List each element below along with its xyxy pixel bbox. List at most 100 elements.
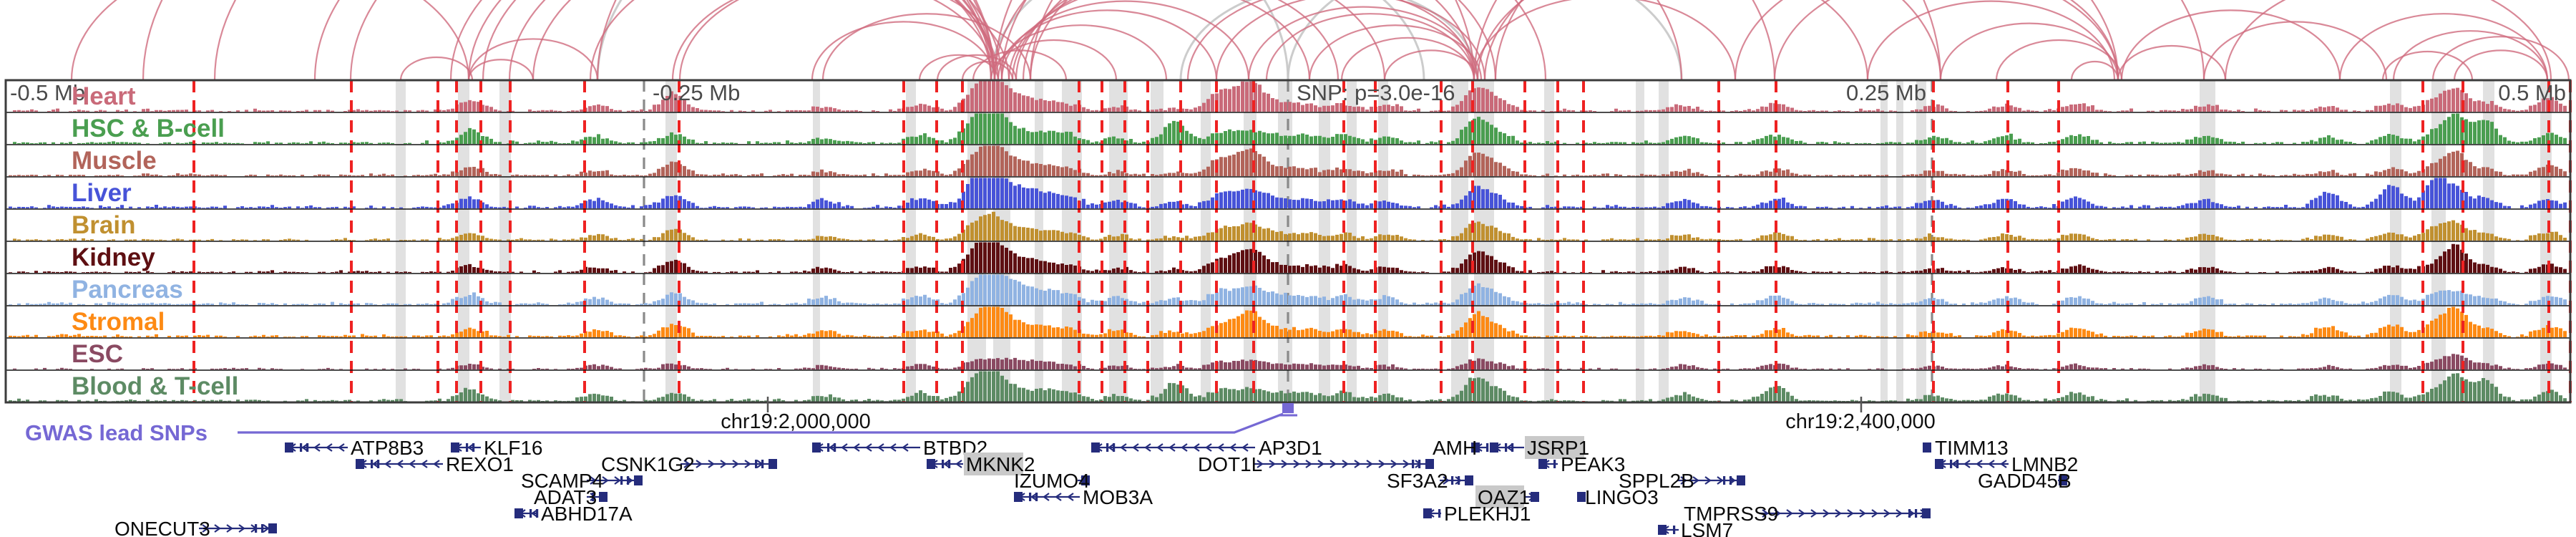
- strand-arrow-icon: [829, 443, 836, 452]
- exon-block: [1935, 459, 1943, 469]
- strand-arrow-icon: [720, 460, 727, 468]
- gene-mknk2: MKNK2: [927, 453, 1035, 475]
- exon-block: [1014, 492, 1023, 502]
- interaction-arc: [1265, 13, 1475, 81]
- strand-arrow-icon: [1883, 509, 1890, 518]
- gene-plekhj1: PLEKHJ1: [1423, 503, 1531, 525]
- strand-arrow-icon: [889, 443, 897, 452]
- track-label-blood-t-cell: Blood & T-cell: [72, 372, 238, 400]
- gene-label: MKNK2: [966, 453, 1035, 475]
- strand-arrow-icon: [1293, 460, 1300, 468]
- interaction-arcs-layer: [70, 0, 2570, 81]
- gene-amh: AMH: [1433, 437, 1489, 459]
- gene-label: SCAMP4: [521, 470, 603, 492]
- exon-tick: [1486, 443, 1489, 452]
- coordinate-labels: chr19:2,000,000 chr19:2,400,000: [721, 397, 1936, 433]
- gene-label: IZUMO4: [1014, 470, 1090, 492]
- interaction-arc: [2381, 50, 2474, 81]
- gene-atp8b3: ATP8B3: [285, 437, 424, 459]
- exon-tick: [371, 460, 374, 468]
- exon-tick: [1956, 460, 1959, 468]
- exon-block: [1081, 475, 1090, 485]
- gene-gadd45b: GADD45B: [1978, 470, 2072, 492]
- gwas-snp-marker: [1282, 403, 1294, 413]
- signal-track-pancreas: [9, 274, 2567, 305]
- exon-block: [514, 508, 523, 518]
- exon-tick: [1412, 460, 1415, 468]
- exon-block: [1538, 459, 1547, 469]
- strand-arrow-icon: [853, 443, 860, 452]
- interaction-arc: [671, 0, 996, 81]
- interaction-arc: [1340, 37, 1475, 81]
- interaction-arc: [2431, 36, 2570, 81]
- exon-block: [1577, 492, 1586, 502]
- strand-arrow-icon: [409, 460, 416, 468]
- strand-arrow-icon: [202, 524, 209, 533]
- strand-arrow-icon: [384, 460, 391, 468]
- gene-label: PLEKHJ1: [1444, 503, 1531, 525]
- gwas-leader-line: [238, 412, 1284, 434]
- exon-block: [1490, 442, 1498, 453]
- exon-tick: [1915, 509, 1918, 518]
- interaction-arc: [1008, 0, 1311, 81]
- strand-arrow-icon: [865, 443, 872, 452]
- interaction-arc: [1473, 0, 2205, 81]
- strand-arrow-icon: [1317, 460, 1324, 468]
- panel-frame: [4, 79, 2572, 404]
- exon-block: [1423, 508, 1432, 518]
- gene-scamp4: SCAMP4: [521, 470, 643, 492]
- interaction-arc: [990, 39, 1118, 81]
- track-label-liver: Liver: [72, 179, 132, 207]
- gene-label: OAZ1: [1478, 486, 1530, 508]
- exon-block: [812, 442, 821, 453]
- exon-block: [599, 492, 608, 502]
- gene-label: AMH: [1433, 437, 1477, 459]
- gene-label: JSRP1: [1527, 437, 1589, 459]
- exon-tick: [948, 460, 951, 468]
- exon-tick: [261, 524, 264, 533]
- exon-block: [1922, 508, 1931, 518]
- gene-lsm7: LSM7: [1658, 519, 1733, 537]
- track-label-hsc-b-cell: HSC & B-cell: [72, 115, 225, 142]
- exon-tick: [377, 460, 380, 468]
- exon-tick: [1035, 493, 1038, 501]
- gene-rexo1: REXO1: [356, 453, 514, 475]
- interaction-arc: [1287, 0, 1683, 81]
- strand-arrow-icon: [1241, 443, 1249, 452]
- interaction-arc: [1939, 22, 2119, 81]
- gene-label: AP3D1: [1259, 437, 1322, 459]
- strand-arrow-icon: [1055, 493, 1062, 501]
- strand-arrow-icon: [708, 460, 715, 468]
- interaction-arc: [449, 0, 996, 81]
- interaction-arc: [467, 0, 996, 81]
- exon-tick: [1458, 476, 1460, 485]
- strand-arrow-icon: [1455, 476, 1462, 485]
- interaction-arc: [2453, 49, 2549, 81]
- track-label-kidney: Kidney: [72, 243, 155, 271]
- interaction-arc: [2202, 21, 2388, 81]
- gene-klf16: KLF16: [451, 437, 543, 459]
- interaction-arc: [1494, 0, 2119, 81]
- interaction-arc: [1247, 6, 1479, 81]
- interaction-arc: [349, 0, 996, 81]
- strand-arrow-icon: [372, 460, 379, 468]
- exon-tick: [530, 509, 532, 518]
- interaction-arc: [482, 0, 1003, 81]
- strand-arrow-icon: [1717, 476, 1724, 485]
- exon-block: [1923, 442, 1931, 453]
- strand-arrow-icon: [877, 443, 884, 452]
- exon-tick: [755, 460, 758, 468]
- gene-sf3a2: SF3A2: [1387, 470, 1473, 492]
- interaction-arc: [1483, 0, 1942, 81]
- strand-arrow-icon: [955, 460, 962, 468]
- strand-arrow-icon: [214, 524, 221, 533]
- strand-arrow-icon: [1951, 460, 1958, 468]
- strand-arrow-icon: [841, 443, 848, 452]
- gene-mob3a: MOB3A: [1014, 486, 1153, 508]
- exon-block: [1737, 475, 1745, 485]
- exon-tick: [1029, 493, 1032, 501]
- interaction-arc: [142, 0, 996, 81]
- interaction-arc: [997, 9, 1218, 81]
- interaction-arc: [1476, 0, 1869, 81]
